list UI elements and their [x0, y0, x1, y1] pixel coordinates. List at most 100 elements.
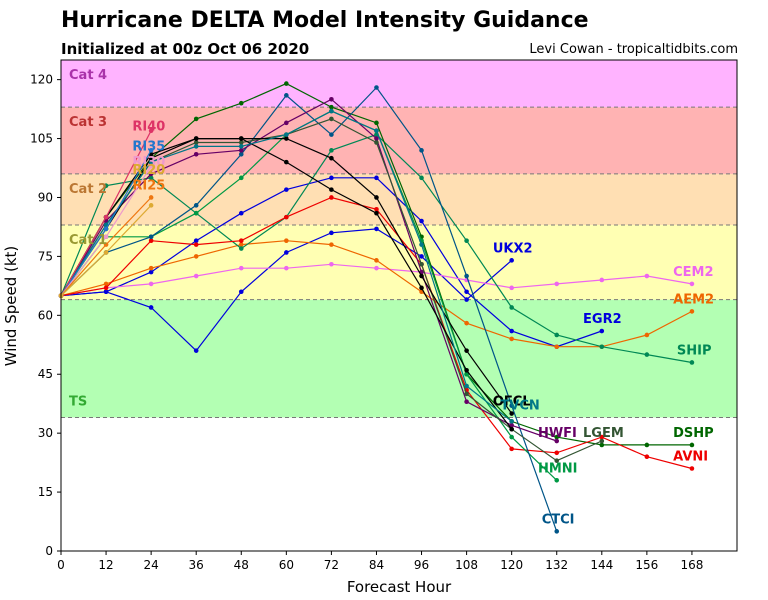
point-lgem — [419, 261, 424, 267]
y-tick-label: 90 — [38, 190, 53, 204]
point-hwfi — [238, 148, 244, 153]
point-hwfi — [329, 96, 334, 102]
point-egr2 — [464, 289, 469, 295]
point-ukx2 — [148, 305, 154, 310]
point-avni — [103, 285, 109, 291]
point-egr2 — [284, 187, 289, 192]
point-lgem — [374, 140, 379, 145]
series-label-ukx2: UKX2 — [493, 241, 533, 256]
chart-subtitle: Initialized at 00z Oct 06 2020 — [61, 40, 310, 58]
point-egr2 — [103, 289, 109, 295]
x-tick-label: 120 — [500, 558, 523, 572]
point-ctci — [329, 132, 334, 137]
point-ctci — [238, 151, 244, 157]
point-ofcl — [148, 155, 154, 161]
band-label-ts: TS — [69, 395, 87, 410]
point-ri35 — [148, 148, 154, 153]
point-aem2 — [374, 258, 379, 263]
point-lgem — [554, 458, 560, 463]
point-tvcn — [509, 419, 514, 424]
y-tick-label: 0 — [45, 544, 53, 558]
point-aem2 — [148, 265, 154, 271]
point-hmni — [464, 371, 469, 377]
point-hmni — [238, 175, 244, 181]
point-ri35 — [103, 226, 109, 232]
x-tick-label: 108 — [455, 558, 478, 572]
point-dshp — [329, 104, 334, 110]
point-ofci — [193, 136, 199, 141]
x-tick-label: 0 — [57, 558, 65, 572]
category-labels: TS Cat 1 Cat 2 Cat 3 Cat 4 — [69, 68, 107, 410]
point-cem2 — [509, 285, 514, 291]
x-axis-label: Forecast Hour — [347, 578, 452, 596]
point-lgem — [329, 116, 334, 122]
y-tick-label: 15 — [38, 485, 53, 499]
point-dshp — [238, 100, 244, 106]
x-tick-label: 60 — [279, 558, 294, 572]
x-tick-label: 12 — [98, 558, 113, 572]
point-tvcn — [419, 242, 424, 247]
point-hmni — [193, 210, 199, 216]
point-ukx2 — [284, 250, 289, 255]
series-label-egr2: EGR2 — [583, 312, 622, 327]
series-label-ctci: CTCI — [542, 513, 575, 528]
point-ofcl — [419, 273, 424, 279]
point-cem2 — [599, 277, 605, 283]
point-cem2 — [689, 281, 695, 287]
point-ofcl — [464, 348, 469, 353]
band-label-cat-4: Cat 4 — [69, 68, 107, 83]
point-cem2 — [644, 273, 650, 279]
point-aem2 — [193, 254, 199, 259]
point-aem2 — [509, 336, 514, 342]
point-tvcn — [193, 144, 199, 149]
point-dshp — [689, 442, 695, 448]
point-ukx2 — [329, 230, 334, 236]
point-egr2 — [419, 218, 424, 224]
point-ofci — [509, 426, 514, 432]
series-label-ri35: RI35 — [132, 139, 165, 154]
point-ofci — [374, 210, 379, 216]
series-label-aem2: AEM2 — [673, 293, 714, 308]
x-tick-label: 48 — [234, 558, 249, 572]
point-ctci — [554, 529, 560, 534]
point-hwfi — [509, 423, 514, 428]
x-tick-label: 84 — [369, 558, 384, 572]
plot-frame — [60, 59, 738, 552]
point-ukx2 — [464, 297, 469, 302]
point-avni — [238, 238, 244, 243]
point-egr2 — [238, 210, 244, 216]
point-ukx2 — [419, 254, 424, 259]
point-dshp — [554, 434, 560, 440]
point-cem2 — [193, 273, 199, 279]
series-label-ofcl: OFCL — [493, 395, 531, 410]
series-label-hwfi: HWFI — [538, 426, 577, 441]
band-ts — [61, 299, 737, 418]
point-ukx2 — [509, 258, 514, 263]
point-tvcn — [238, 144, 244, 149]
model-labels: UKX2 EGR2 CEM2 AEM2 SHIP DSHP AVNI HMNI CTCI HWFI… — [132, 120, 714, 528]
y-tick-label: 60 — [38, 308, 53, 322]
point-ri30 — [103, 234, 109, 240]
series-label-cem2: CEM2 — [673, 265, 713, 280]
x-tick-label: 168 — [680, 558, 703, 572]
point-ship — [509, 305, 514, 310]
point-tvcn — [464, 383, 469, 389]
point-ship — [148, 175, 154, 181]
point-aem2 — [103, 281, 109, 287]
band-label-cat-3: Cat 3 — [69, 115, 107, 130]
point-hwfi — [284, 120, 289, 126]
point-ship — [464, 238, 469, 243]
point-ship — [238, 246, 244, 251]
point-ukx2 — [238, 289, 244, 295]
point-ri30 — [148, 163, 154, 169]
point-cem2 — [374, 265, 379, 271]
x-tick-label: 144 — [590, 558, 613, 572]
point-avni — [374, 206, 379, 212]
point-ship — [419, 175, 424, 181]
point-ctci — [374, 85, 379, 90]
point-ship — [329, 148, 334, 153]
point-avni — [509, 446, 514, 452]
point-ukx2 — [193, 348, 199, 353]
point-cem2 — [284, 265, 289, 271]
point-egr2 — [374, 175, 379, 181]
